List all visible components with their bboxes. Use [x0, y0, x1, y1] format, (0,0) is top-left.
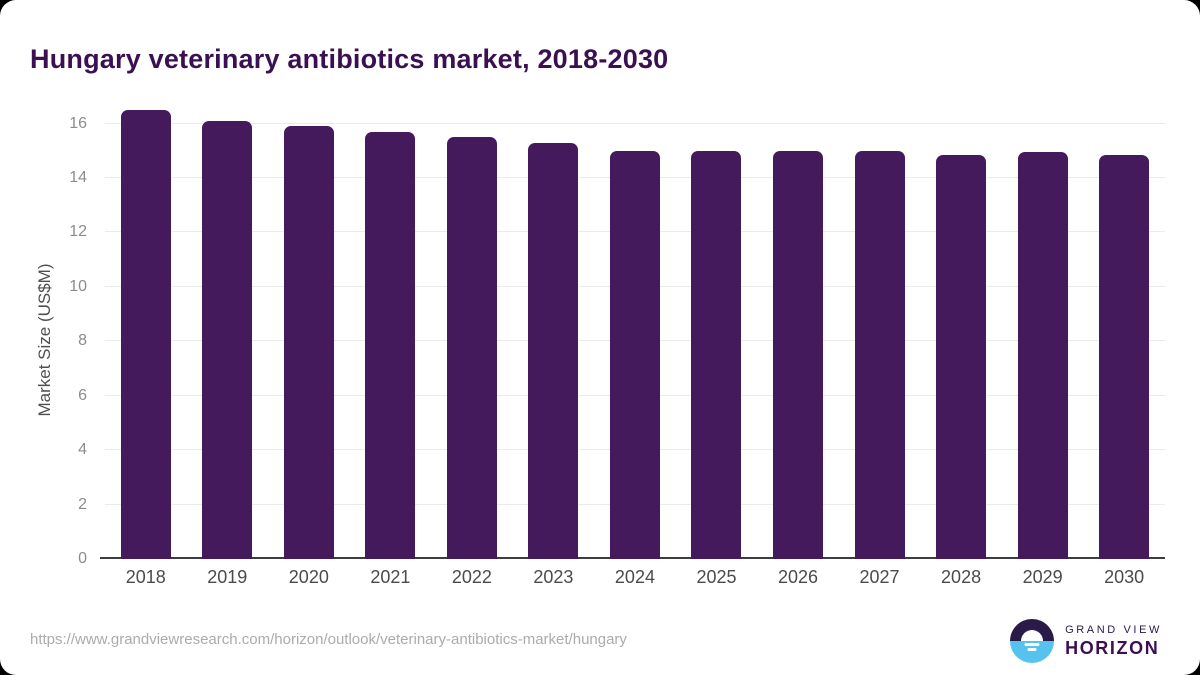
x-tick-label-2030: 2030	[1104, 567, 1145, 587]
x-tick-label-2026: 2026	[777, 567, 819, 587]
logo-product-line: HORIZON	[1065, 637, 1160, 658]
bar-column	[676, 99, 758, 559]
bar-2028[interactable]	[936, 154, 987, 559]
bar-column	[594, 99, 676, 559]
bar-column	[431, 99, 513, 559]
sun-reflection-bar	[1027, 648, 1037, 652]
bars-row	[105, 99, 1165, 559]
y-tick-label: 8	[78, 332, 87, 350]
bar-2025[interactable]	[691, 150, 742, 559]
bar-2029[interactable]	[1017, 152, 1068, 559]
bar-column	[920, 99, 1002, 559]
bar-column	[268, 99, 350, 559]
y-tick-label: 4	[78, 441, 87, 459]
x-tick-label-2027: 2027	[859, 567, 900, 587]
x-tick-label-2029: 2029	[1022, 567, 1063, 587]
logo-brand-line: GRAND VIEW	[1065, 623, 1162, 636]
bar-2019[interactable]	[202, 120, 253, 559]
source-url: https://www.grandviewresearch.com/horizo…	[30, 631, 627, 648]
y-tick-label: 6	[78, 386, 87, 404]
y-tick-label: 2	[78, 495, 87, 513]
y-tick-label: 14	[69, 168, 87, 186]
y-axis-ticks: 0 2 4 6 8 10 12 14 16	[40, 99, 95, 568]
bar-column	[757, 99, 839, 559]
x-axis-labels: 2018 2019 2020 2021 2022 2023 2024 2025 2026 2027…	[105, 567, 1165, 588]
sun-reflection-bar	[1024, 643, 1040, 647]
sun-dome-shape	[1021, 630, 1044, 641]
horizon-sun-icon	[1010, 619, 1055, 663]
gridline	[105, 122, 1165, 124]
x-tick-label-2024: 2024	[614, 567, 655, 587]
bar-2018[interactable]	[120, 109, 171, 559]
x-tick-label-2021: 2021	[370, 567, 411, 587]
y-tick-label: 16	[69, 114, 87, 132]
bar-2020[interactable]	[283, 126, 334, 559]
bar-2026[interactable]	[773, 150, 824, 559]
x-tick-label-2028: 2028	[941, 567, 982, 587]
bar-column	[187, 99, 269, 559]
plot-area	[100, 99, 1165, 559]
y-tick-label: 12	[69, 223, 87, 241]
bar-2023[interactable]	[528, 142, 579, 559]
bar-column	[839, 99, 921, 559]
x-tick-label-2025: 2025	[696, 567, 737, 587]
bar-column	[1083, 99, 1165, 559]
bar-2027[interactable]	[854, 150, 905, 559]
bar-2024[interactable]	[609, 150, 660, 559]
x-tick-label-2019: 2019	[207, 567, 248, 587]
x-tick-label-2023: 2023	[533, 567, 574, 587]
x-tick-label-2022: 2022	[451, 567, 492, 587]
bar-column	[1002, 99, 1084, 559]
bar-column	[105, 99, 187, 559]
x-tick-label-2018: 2018	[125, 567, 166, 587]
y-tick-label: 10	[69, 277, 87, 295]
bar-2022[interactable]	[446, 137, 497, 559]
x-tick-label-2020: 2020	[288, 567, 329, 587]
grandview-horizon-logo: GRAND VIEW HORIZON	[1010, 619, 1162, 663]
bar-2030[interactable]	[1099, 154, 1150, 559]
bar-2021[interactable]	[365, 131, 416, 559]
bar-column	[350, 99, 432, 559]
logo-text: GRAND VIEW HORIZON	[1065, 624, 1162, 659]
bar-column	[513, 99, 595, 559]
y-tick-label: 0	[78, 550, 87, 567]
chart-title: Hungary veterinary antibiotics market, 2…	[30, 44, 669, 75]
